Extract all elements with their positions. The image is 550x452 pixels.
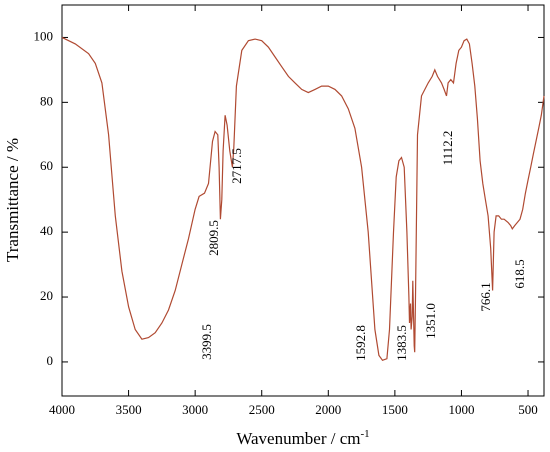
y-tick-label: 60	[40, 158, 53, 173]
x-tick-label: 500	[518, 402, 538, 417]
peak-annotation: 1112.2	[440, 131, 455, 166]
peak-annotation: 766.1	[478, 282, 493, 311]
y-axis-label: Transmittance / %	[3, 138, 22, 262]
x-axis-label-main: Wavenumber / cm	[236, 429, 360, 448]
y-tick-label: 80	[40, 93, 53, 108]
x-axis-label: Wavenumber / cm-1	[236, 428, 369, 448]
x-tick-label: 2000	[315, 402, 341, 417]
x-tick-label: 3000	[182, 402, 208, 417]
y-tick-label: 0	[47, 353, 54, 368]
peak-annotation: 618.5	[512, 259, 527, 288]
x-tick-label: 1000	[448, 402, 474, 417]
x-tick-label: 3500	[116, 402, 142, 417]
peak-annotation: 2809.5	[206, 220, 221, 256]
peak-annotation: 2717.5	[229, 148, 244, 184]
spectrum-line	[61, 36, 545, 362]
x-tick-label: 2500	[249, 402, 275, 417]
y-tick-label: 20	[40, 288, 53, 303]
peak-annotation: 1383.5	[394, 325, 409, 361]
y-tick-label: 100	[34, 28, 54, 43]
peak-annotation: 3399.5	[199, 324, 214, 360]
peak-annotation: 1351.0	[423, 303, 438, 339]
plot-frame	[61, 4, 545, 397]
x-tick-label: 1500	[382, 402, 408, 417]
peak-annotation: 1592.8	[353, 325, 368, 361]
y-tick-label: 40	[40, 223, 53, 238]
x-tick-label: 4000	[49, 402, 75, 417]
x-axis-label-sup: -1	[361, 428, 370, 440]
